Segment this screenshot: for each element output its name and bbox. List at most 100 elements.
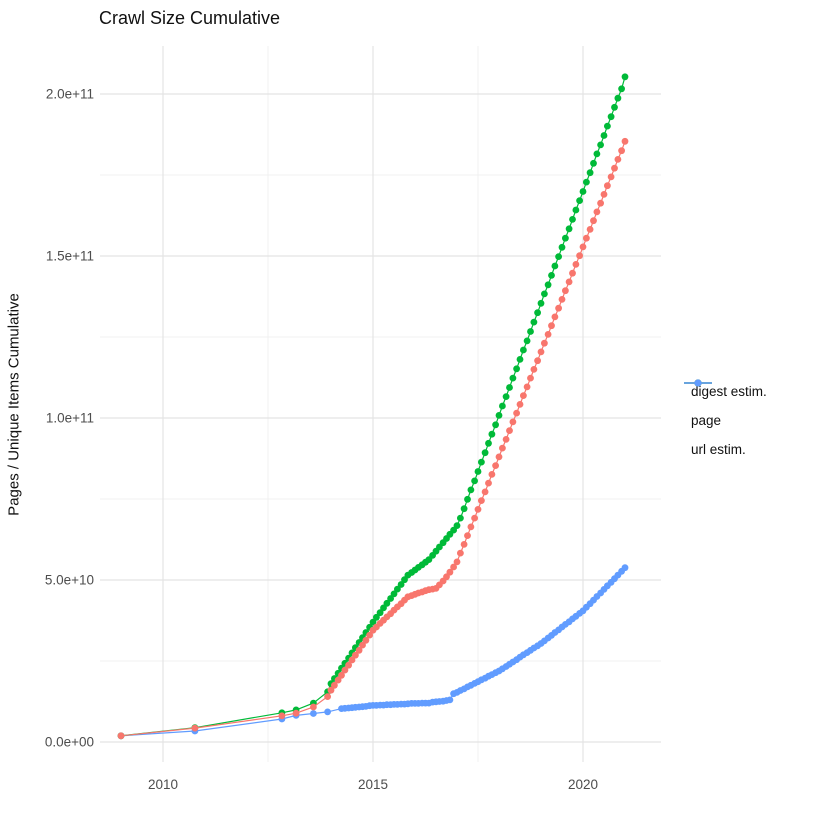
data-point-digest-estim- — [527, 374, 534, 382]
data-point-page — [555, 253, 562, 260]
data-point-page — [569, 216, 576, 223]
data-point-digest-estim- — [117, 732, 125, 740]
data-point-page — [460, 505, 468, 513]
data-point-page — [481, 449, 489, 457]
data-point-digest-estim- — [341, 666, 349, 674]
data-point-digest-estim- — [359, 641, 366, 649]
data-point-page — [530, 318, 538, 326]
data-point-page — [544, 281, 552, 289]
data-point-digest-estim- — [530, 366, 538, 373]
data-point-page — [495, 412, 503, 419]
data-point-digest-estim- — [292, 709, 300, 717]
legend-label-page: page — [691, 413, 722, 428]
data-point-digest-estim- — [621, 137, 629, 145]
data-point-page — [541, 290, 548, 298]
data-point-page — [597, 141, 604, 149]
data-point-digest-estim- — [471, 514, 478, 522]
data-point-page — [520, 346, 527, 354]
data-point-digest-estim- — [583, 234, 590, 242]
y-tick-label: 2.0e+11 — [46, 87, 94, 102]
data-point-page — [471, 477, 478, 485]
data-point-digest-estim- — [495, 453, 503, 461]
data-point-page — [516, 356, 524, 363]
data-point-page — [551, 262, 559, 270]
data-point-digest-estim- — [362, 636, 370, 644]
data-point-digest-estim- — [551, 313, 559, 321]
data-point-page — [453, 522, 461, 529]
data-point-page — [558, 243, 566, 251]
legend: digest estim. page url estim. — [683, 377, 767, 464]
data-point-digest-estim- — [534, 357, 541, 365]
data-point-digest-estim- — [485, 479, 492, 487]
x-tick-label: 2020 — [568, 777, 598, 792]
data-point-page — [506, 384, 513, 391]
data-point-page — [474, 468, 482, 475]
data-point-digest-estim- — [579, 243, 587, 251]
legend-label-digest: digest estim. — [691, 384, 767, 399]
data-point-page — [583, 178, 590, 186]
data-point-page — [593, 150, 601, 158]
data-point-digest-estim- — [597, 199, 604, 207]
data-point-digest-estim- — [569, 269, 576, 277]
data-point-digest-estim- — [348, 656, 356, 664]
data-point-digest-estim- — [453, 558, 461, 566]
data-point-digest-estim- — [541, 339, 548, 347]
data-point-digest-estim- — [457, 549, 464, 557]
y-tick-label: 1.5e+11 — [46, 249, 94, 264]
data-point-digest-estim- — [537, 348, 545, 356]
data-point-digest-estim- — [191, 724, 199, 732]
data-point-page — [548, 272, 555, 279]
data-point-page — [509, 374, 517, 382]
data-point-digest-estim- — [481, 488, 489, 496]
data-point-page — [457, 514, 464, 522]
data-point-page — [576, 197, 583, 205]
legend-label-url: url estim. — [691, 442, 746, 457]
data-point-url-estim- — [310, 710, 317, 717]
data-point-page — [478, 458, 485, 466]
data-point-digest-estim- — [614, 156, 622, 163]
data-point-page — [499, 402, 506, 410]
data-point-digest-estim- — [611, 164, 618, 172]
data-point-page — [565, 225, 573, 233]
data-point-page — [513, 365, 520, 373]
data-point-digest-estim- — [464, 532, 471, 539]
data-point-page — [394, 585, 401, 593]
data-point-digest-estim- — [509, 418, 517, 426]
data-point-digest-estim- — [345, 661, 352, 669]
y-tick-label: 0.0e+00 — [45, 735, 94, 750]
data-point-digest-estim- — [474, 506, 482, 513]
x-tick-label: 2015 — [358, 777, 388, 792]
data-point-page — [600, 132, 608, 139]
data-point-digest-estim- — [506, 427, 513, 434]
y-tick-label: 1.0e+11 — [46, 411, 94, 426]
legend-key-url-icon — [684, 379, 712, 387]
data-point-digest-estim- — [278, 712, 286, 720]
data-point-page — [383, 599, 391, 607]
data-point-page — [607, 113, 615, 121]
data-point-page — [464, 495, 471, 503]
data-point-page — [390, 590, 398, 598]
data-point-digest-estim- — [555, 304, 562, 312]
data-point-page — [527, 328, 534, 335]
data-point-digest-estim- — [450, 563, 457, 571]
data-point-digest-estim- — [604, 182, 611, 190]
data-point-digest-estim- — [618, 147, 625, 155]
data-point-page — [621, 73, 629, 81]
data-point-digest-estim- — [366, 631, 373, 639]
data-point-page — [376, 609, 384, 617]
data-point-digest-estim- — [338, 671, 345, 679]
data-point-digest-estim- — [607, 173, 615, 181]
data-point-page — [611, 103, 618, 111]
data-point-digest-estim- — [544, 331, 552, 338]
data-point-url-estim- — [621, 564, 629, 572]
data-point-url-estim- — [324, 708, 331, 716]
data-point-digest-estim- — [446, 568, 454, 576]
data-point-digest-estim- — [572, 261, 580, 268]
data-point-digest-estim- — [310, 703, 317, 711]
data-point-digest-estim- — [492, 462, 499, 469]
data-point-digest-estim- — [502, 436, 510, 443]
data-point-digest-estim- — [565, 278, 573, 286]
data-point-page — [485, 439, 492, 447]
